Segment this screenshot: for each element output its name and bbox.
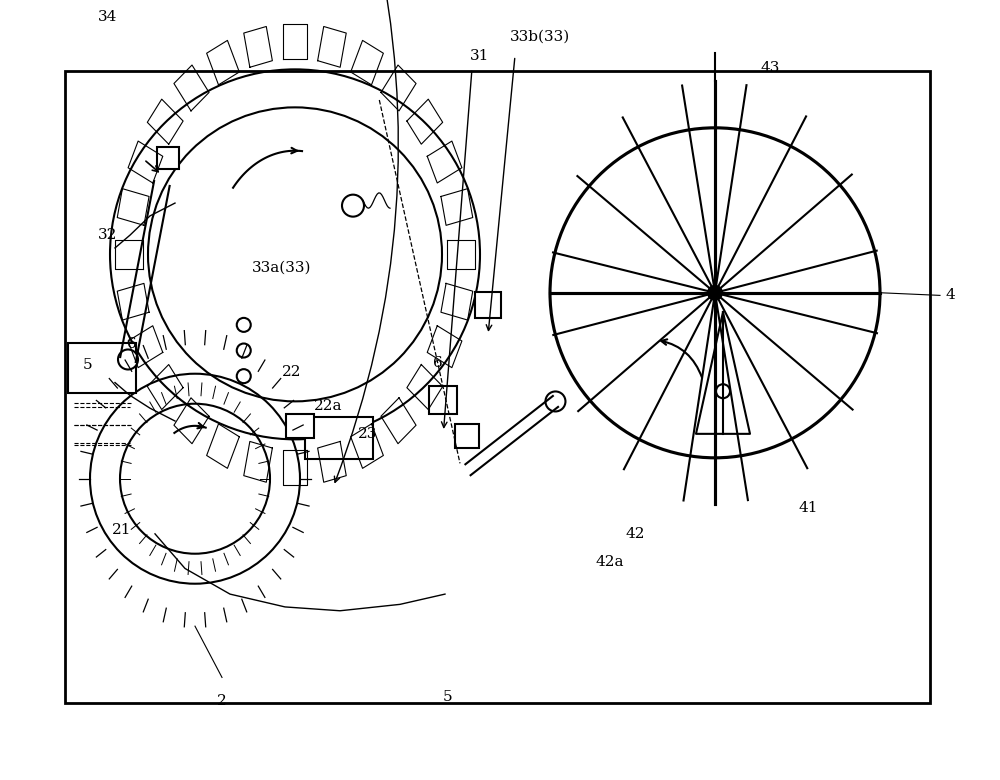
Circle shape [237, 318, 251, 331]
Text: 22: 22 [282, 365, 302, 379]
Circle shape [118, 349, 138, 370]
Bar [286, 413, 314, 438]
Text: 2: 2 [217, 693, 227, 707]
Bar [305, 417, 373, 459]
Text: 43: 43 [760, 62, 780, 76]
Bar [157, 147, 179, 169]
Text: 42: 42 [625, 526, 645, 541]
Text: 33a(33): 33a(33) [252, 261, 312, 275]
Text: 4: 4 [945, 289, 955, 303]
Circle shape [342, 195, 364, 217]
Text: 33b(33): 33b(33) [510, 30, 570, 44]
Bar [65, 71, 930, 703]
Circle shape [237, 343, 251, 357]
Text: 5: 5 [83, 357, 93, 371]
Circle shape [545, 392, 565, 412]
Bar [68, 343, 136, 393]
Circle shape [708, 285, 722, 300]
Text: 23: 23 [358, 427, 378, 441]
Text: 31: 31 [470, 48, 490, 62]
Text: 6: 6 [433, 356, 443, 370]
Text: 34: 34 [98, 10, 118, 24]
Bar [475, 292, 501, 318]
Text: 21: 21 [112, 523, 132, 537]
Text: 42a: 42a [596, 555, 624, 569]
Text: 41: 41 [798, 502, 818, 516]
Text: 22a: 22a [314, 399, 342, 413]
Text: 32: 32 [98, 228, 118, 242]
Text: 5: 5 [443, 690, 453, 704]
Bar [455, 424, 479, 448]
Circle shape [237, 369, 251, 383]
Circle shape [716, 385, 730, 399]
Text: 6: 6 [127, 337, 137, 351]
Bar [429, 386, 457, 414]
